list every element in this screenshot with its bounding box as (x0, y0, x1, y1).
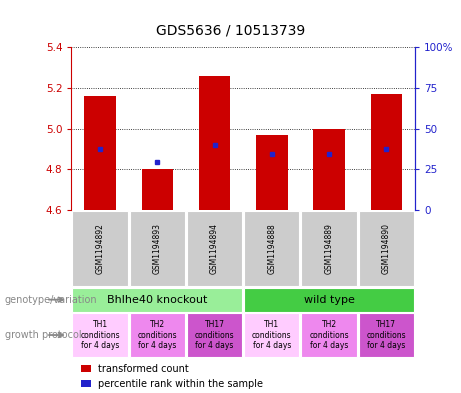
Text: TH1
conditions
for 4 days: TH1 conditions for 4 days (80, 320, 120, 350)
Bar (199, 76, 230, 210)
Text: TH17
conditions
for 4 days: TH17 conditions for 4 days (195, 320, 234, 350)
Bar (371, 94, 402, 210)
Text: Bhlhe40 knockout: Bhlhe40 knockout (107, 295, 207, 305)
Text: percentile rank within the sample: percentile rank within the sample (98, 378, 263, 389)
Text: transformed count: transformed count (98, 364, 189, 374)
Text: GSM1194890: GSM1194890 (382, 223, 391, 274)
Text: wild type: wild type (304, 295, 355, 305)
Text: GSM1194888: GSM1194888 (267, 223, 276, 274)
Bar (313, 129, 345, 210)
Text: GSM1194894: GSM1194894 (210, 223, 219, 274)
Text: TH17
conditions
for 4 days: TH17 conditions for 4 days (366, 320, 406, 350)
Text: GDS5636 / 10513739: GDS5636 / 10513739 (156, 23, 305, 37)
Bar (142, 169, 173, 210)
Text: GSM1194892: GSM1194892 (95, 223, 105, 274)
Text: GSM1194889: GSM1194889 (325, 223, 334, 274)
Text: GSM1194893: GSM1194893 (153, 223, 162, 274)
Text: genotype/variation: genotype/variation (5, 295, 97, 305)
Text: TH1
conditions
for 4 days: TH1 conditions for 4 days (252, 320, 292, 350)
Text: growth protocol: growth protocol (5, 330, 81, 340)
Text: TH2
conditions
for 4 days: TH2 conditions for 4 days (137, 320, 177, 350)
Bar (256, 135, 288, 210)
Text: TH2
conditions
for 4 days: TH2 conditions for 4 days (309, 320, 349, 350)
Bar (84, 96, 116, 210)
